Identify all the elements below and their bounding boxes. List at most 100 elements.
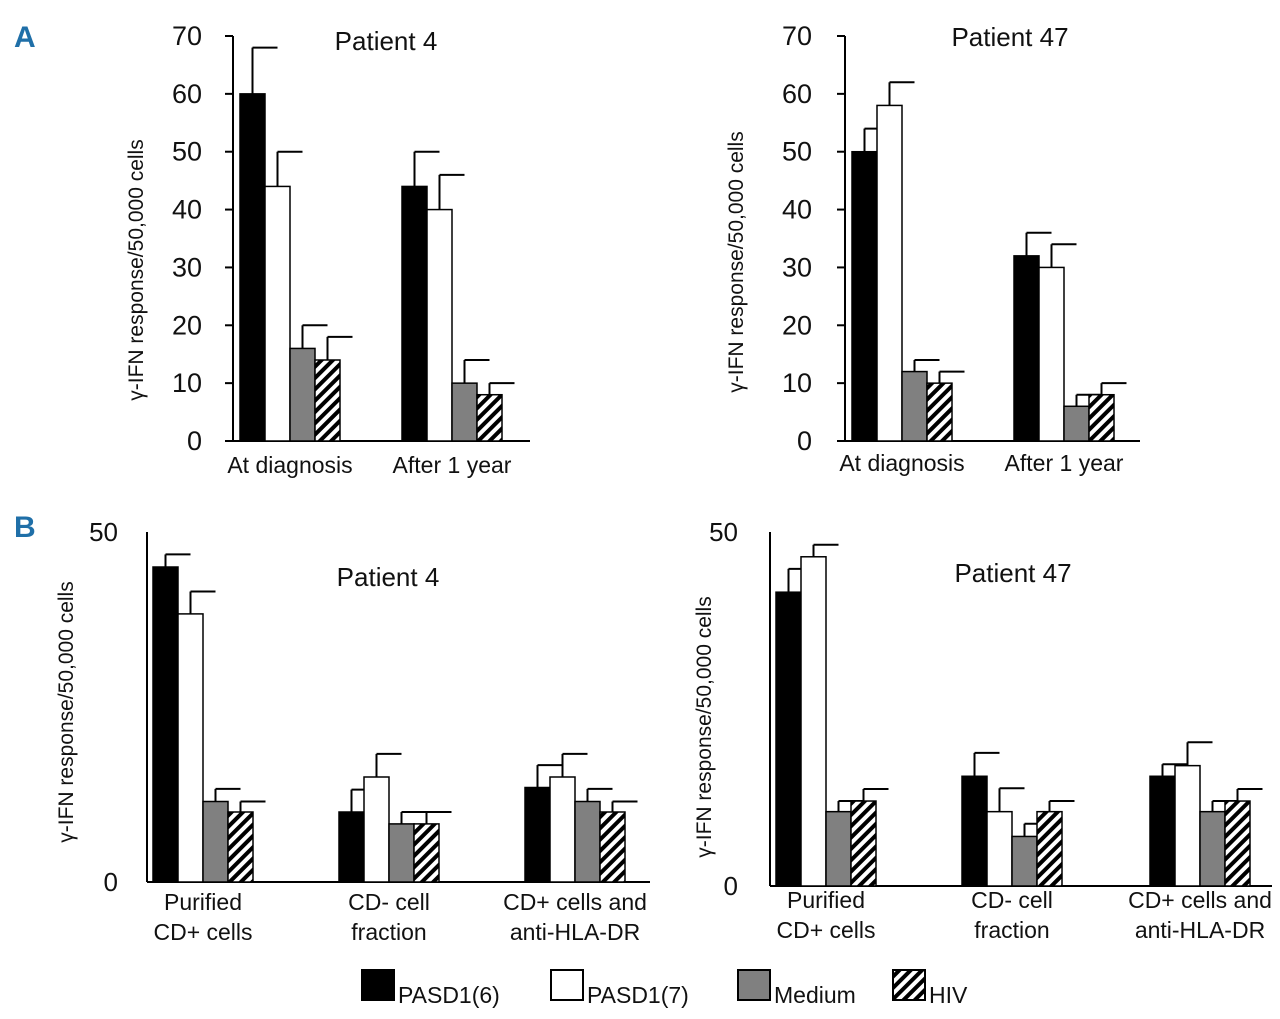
bar-hiv bbox=[413, 823, 440, 883]
y-tick-label: 20 bbox=[782, 310, 812, 340]
y-tick-label: 50 bbox=[782, 137, 812, 167]
legend-swatch-hatch bbox=[892, 969, 926, 1001]
chart-3: 0 50 Patient 4 γ-IFN response/50,000 cells P… bbox=[55, 517, 650, 945]
category-label: After 1 year bbox=[1005, 450, 1124, 476]
y-tick-label: 20 bbox=[172, 310, 202, 340]
category-label: fraction bbox=[974, 917, 1049, 943]
bar-pasd1-7- bbox=[426, 208, 453, 442]
legend-swatch-black bbox=[361, 969, 395, 1001]
y-tick-label: 10 bbox=[782, 368, 812, 398]
y-axis-label: γ-IFN response/50,000 cells bbox=[693, 596, 716, 857]
category-label: CD+ cells bbox=[776, 917, 875, 943]
bar-hiv bbox=[314, 359, 341, 442]
legend-label: PASD1(7) bbox=[587, 982, 689, 1008]
bar-pasd1-7- bbox=[363, 776, 390, 883]
bar-hiv bbox=[1036, 810, 1063, 887]
category-label: fraction bbox=[351, 919, 426, 945]
category-label: At diagnosis bbox=[227, 452, 352, 478]
y-axis-label: γ-IFN response/50,000 cells bbox=[725, 131, 748, 392]
y-tick-label: 0 bbox=[724, 871, 738, 901]
y-axis-label: γ-IFN response/50,000 cells bbox=[125, 139, 148, 400]
category-label: Purified bbox=[164, 889, 242, 915]
y-tick-label: 60 bbox=[782, 79, 812, 109]
category-label: Purified bbox=[787, 887, 865, 913]
bar-pasd1-7- bbox=[177, 613, 204, 883]
category-label: After 1 year bbox=[393, 452, 512, 478]
chart-title: Patient 47 bbox=[951, 22, 1068, 52]
panel-letter-a: A bbox=[14, 21, 36, 54]
charts-layer: 0 10 20 30 40 50 60 70 Patient 4 γ-IFN response/5… bbox=[55, 21, 1272, 945]
y-tick-label: 50 bbox=[709, 517, 738, 547]
bar-pasd1-7- bbox=[876, 104, 903, 442]
bar-pasd1-6- bbox=[524, 786, 551, 883]
legend-label: PASD1(6) bbox=[398, 982, 500, 1008]
y-tick-label: 30 bbox=[782, 252, 812, 282]
bar-pasd1-6- bbox=[152, 566, 179, 883]
bar-hiv bbox=[926, 382, 953, 442]
y-tick-label: 0 bbox=[187, 426, 202, 456]
bar-medium bbox=[825, 810, 852, 887]
category-label: CD- cell bbox=[971, 887, 1053, 913]
panel-letter-b: B bbox=[14, 511, 36, 544]
chart-title: Patient 4 bbox=[335, 26, 438, 56]
bar-pasd1-6- bbox=[961, 775, 988, 887]
category-label: CD+ cells and bbox=[503, 889, 647, 915]
chart-4: 0 50 Patient 47 γ-IFN response/50,000 cells… bbox=[693, 517, 1272, 943]
bar-medium bbox=[574, 800, 601, 883]
bar-medium bbox=[1011, 835, 1038, 887]
y-tick-label: 60 bbox=[172, 79, 202, 109]
legend-label: HIV bbox=[929, 982, 968, 1008]
bar-hiv bbox=[476, 393, 503, 442]
y-tick-label: 70 bbox=[172, 21, 202, 51]
bar-medium bbox=[1199, 810, 1226, 887]
bar-pasd1-6- bbox=[401, 185, 428, 442]
bar-hiv bbox=[1088, 393, 1115, 442]
bar-pasd1-7- bbox=[264, 185, 291, 442]
bar-pasd1-7- bbox=[1174, 764, 1201, 887]
bar-hiv bbox=[850, 800, 877, 887]
bar-medium bbox=[289, 347, 316, 442]
bar-pasd1-6- bbox=[851, 150, 878, 442]
bar-pasd1-6- bbox=[1013, 255, 1040, 442]
category-label: anti-HLA-DR bbox=[510, 919, 640, 945]
y-tick-label: 30 bbox=[172, 252, 202, 282]
bar-pasd1-6- bbox=[775, 591, 802, 887]
y-tick-label: 70 bbox=[782, 21, 812, 51]
chart-1: 0 10 20 30 40 50 60 70 Patient 4 γ-IFN response/5… bbox=[125, 21, 530, 478]
chart-title: Patient 4 bbox=[337, 562, 440, 592]
y-tick-label: 10 bbox=[172, 368, 202, 398]
bar-pasd1-6- bbox=[1149, 775, 1176, 887]
chart-title: Patient 47 bbox=[954, 558, 1071, 588]
y-tick-label: 0 bbox=[104, 867, 118, 897]
bar-medium bbox=[202, 800, 229, 883]
legend: PASD1(6) PASD1(7) Medium HIV bbox=[361, 969, 968, 1008]
category-label: At diagnosis bbox=[839, 450, 964, 476]
legend-swatch-white bbox=[550, 969, 584, 1001]
bar-pasd1-7- bbox=[1038, 266, 1065, 442]
legend-swatch-gray bbox=[737, 969, 771, 1001]
bar-pasd1-7- bbox=[800, 556, 827, 887]
category-label: CD+ cells bbox=[153, 919, 252, 945]
bar-hiv bbox=[227, 811, 254, 883]
bar-hiv bbox=[599, 811, 626, 883]
category-label: CD- cell bbox=[348, 889, 430, 915]
bar-pasd1-6- bbox=[239, 93, 266, 442]
bar-medium bbox=[388, 823, 415, 883]
bar-medium bbox=[1063, 405, 1090, 442]
category-label: anti-HLA-DR bbox=[1135, 917, 1265, 943]
y-tick-label: 40 bbox=[172, 195, 202, 225]
category-label: CD+ cells and bbox=[1128, 887, 1272, 913]
bar-pasd1-6- bbox=[338, 811, 365, 883]
bar-pasd1-7- bbox=[986, 810, 1013, 887]
bar-medium bbox=[451, 382, 478, 442]
y-tick-label: 50 bbox=[89, 517, 118, 547]
y-tick-label: 0 bbox=[797, 426, 812, 456]
y-tick-label: 40 bbox=[782, 195, 812, 225]
chart-2: 0 10 20 30 40 50 60 70 Patient 47 γ-IFN response/… bbox=[725, 21, 1140, 476]
bar-hiv bbox=[1224, 800, 1251, 887]
bar-medium bbox=[901, 370, 928, 442]
y-axis-label: γ-IFN response/50,000 cells bbox=[55, 581, 78, 842]
bar-pasd1-7- bbox=[549, 776, 576, 883]
legend-label: Medium bbox=[774, 982, 856, 1008]
